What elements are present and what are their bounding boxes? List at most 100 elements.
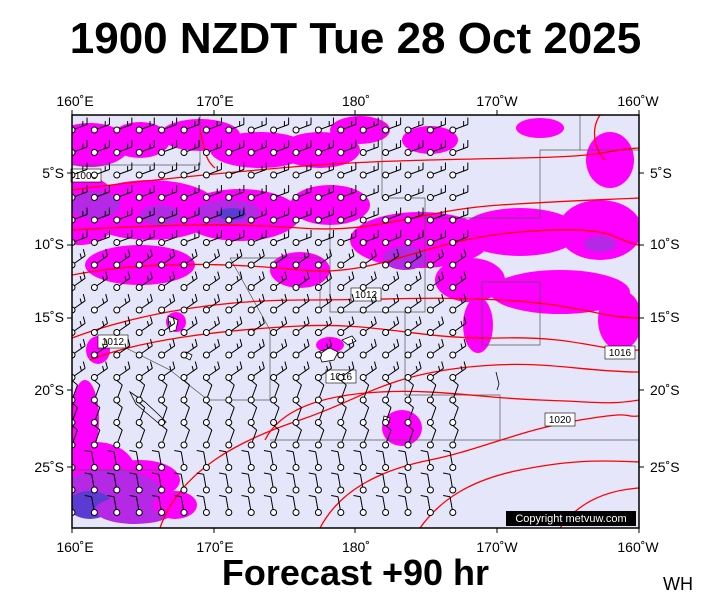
wind-barb <box>420 495 434 516</box>
wind-barb <box>314 380 325 404</box>
wind-barb <box>180 338 198 359</box>
wind-barb <box>426 230 446 246</box>
wind-barb <box>180 207 200 224</box>
wind-barb <box>404 271 422 291</box>
wind-barb <box>382 185 402 201</box>
wind-barb <box>398 472 412 494</box>
wind-barb <box>135 230 155 246</box>
wind-barb <box>359 338 377 359</box>
wind-barb <box>225 185 245 201</box>
wind-barb <box>113 402 123 426</box>
wind-barb <box>129 472 143 494</box>
lon-label: 160˚W <box>617 93 659 109</box>
wind-barb <box>113 117 133 134</box>
wind-barb <box>113 425 123 449</box>
lat-label: 15˚S <box>34 309 64 325</box>
wind-barb <box>135 117 155 134</box>
wind-barb <box>404 162 424 179</box>
wind-barb <box>270 185 290 201</box>
wind-barb <box>263 472 278 494</box>
wind-barb <box>449 162 469 179</box>
wind-barb <box>382 140 402 156</box>
wind-barb <box>314 316 332 336</box>
wind-barb <box>225 162 245 179</box>
wind-barb <box>202 402 213 426</box>
wind-barb <box>158 293 176 314</box>
svg-text:1012: 1012 <box>102 337 125 348</box>
wind-barb <box>426 271 444 291</box>
wind-barb <box>151 495 166 516</box>
wind-barb <box>337 207 357 224</box>
wind-barb <box>135 293 153 314</box>
wind-barb <box>113 316 131 336</box>
svg-text:1008: 1008 <box>75 171 98 182</box>
wind-barb <box>113 380 123 404</box>
wind-barb <box>219 450 233 471</box>
wind-barb <box>180 162 200 179</box>
wind-barb <box>158 117 178 134</box>
lat-label: 25˚S <box>650 459 680 475</box>
wind-barb <box>359 380 370 404</box>
wind-barb <box>113 140 133 156</box>
wind-barb <box>353 472 367 494</box>
wind-barb <box>382 207 402 224</box>
lon-label: 160˚E <box>56 539 93 555</box>
wind-barb <box>270 271 288 291</box>
wind-barb <box>225 117 245 134</box>
wind-barb <box>308 450 322 471</box>
wind-barb <box>359 162 379 179</box>
wind-barb <box>270 338 288 359</box>
svg-text:1012: 1012 <box>355 290 378 301</box>
wind-barb <box>449 117 469 134</box>
wind-barb <box>174 495 188 516</box>
wind-barb <box>353 495 367 516</box>
lon-label: 170˚W <box>476 539 518 555</box>
wind-barb <box>158 380 168 404</box>
wind-barb <box>382 316 400 336</box>
wind-barb <box>426 425 437 449</box>
copyright-box: Copyright metvuw.com <box>506 511 636 526</box>
wind-barb <box>331 472 345 494</box>
wind-barb <box>382 338 400 359</box>
wind-barb <box>90 316 108 336</box>
wind-barb <box>202 230 222 246</box>
wind-barb <box>180 140 200 156</box>
wind-barb <box>158 402 168 426</box>
wind-barb <box>314 162 334 179</box>
wind-barb <box>113 248 131 269</box>
wind-barb <box>404 380 414 404</box>
wind-barbs <box>72 117 469 516</box>
wind-barb <box>180 425 190 449</box>
wind-barb <box>404 293 422 314</box>
wind-barb <box>158 185 178 201</box>
wind-barb <box>180 380 190 404</box>
wind-barb <box>180 271 198 291</box>
wind-barb <box>426 380 437 404</box>
wind-barb <box>113 185 133 201</box>
wind-barb <box>337 338 355 359</box>
wind-barb <box>359 248 377 269</box>
wind-barb <box>158 361 176 381</box>
wind-barb <box>247 117 267 134</box>
wind-barb <box>180 361 198 381</box>
wind-barb <box>247 271 265 291</box>
copyright-text: Copyright metvuw.com <box>515 513 626 525</box>
wind-barb <box>180 185 200 201</box>
wind-barb <box>449 271 467 291</box>
wind-barb <box>449 425 459 449</box>
wind-barb <box>135 248 153 269</box>
wind-barb <box>225 271 243 291</box>
wind-barb <box>426 293 444 314</box>
wind-barb <box>292 316 310 336</box>
wind-barb <box>404 117 424 134</box>
wind-barb <box>359 230 379 246</box>
wind-barb <box>404 230 424 246</box>
wind-barb <box>382 248 400 269</box>
wind-barb <box>314 402 325 426</box>
wind-barb <box>202 361 220 381</box>
wind-barb <box>426 162 446 179</box>
isobar-label: 1012 <box>97 334 129 349</box>
wind-barb <box>420 472 434 494</box>
wind-barb <box>449 140 469 156</box>
wind-barb <box>135 361 153 381</box>
